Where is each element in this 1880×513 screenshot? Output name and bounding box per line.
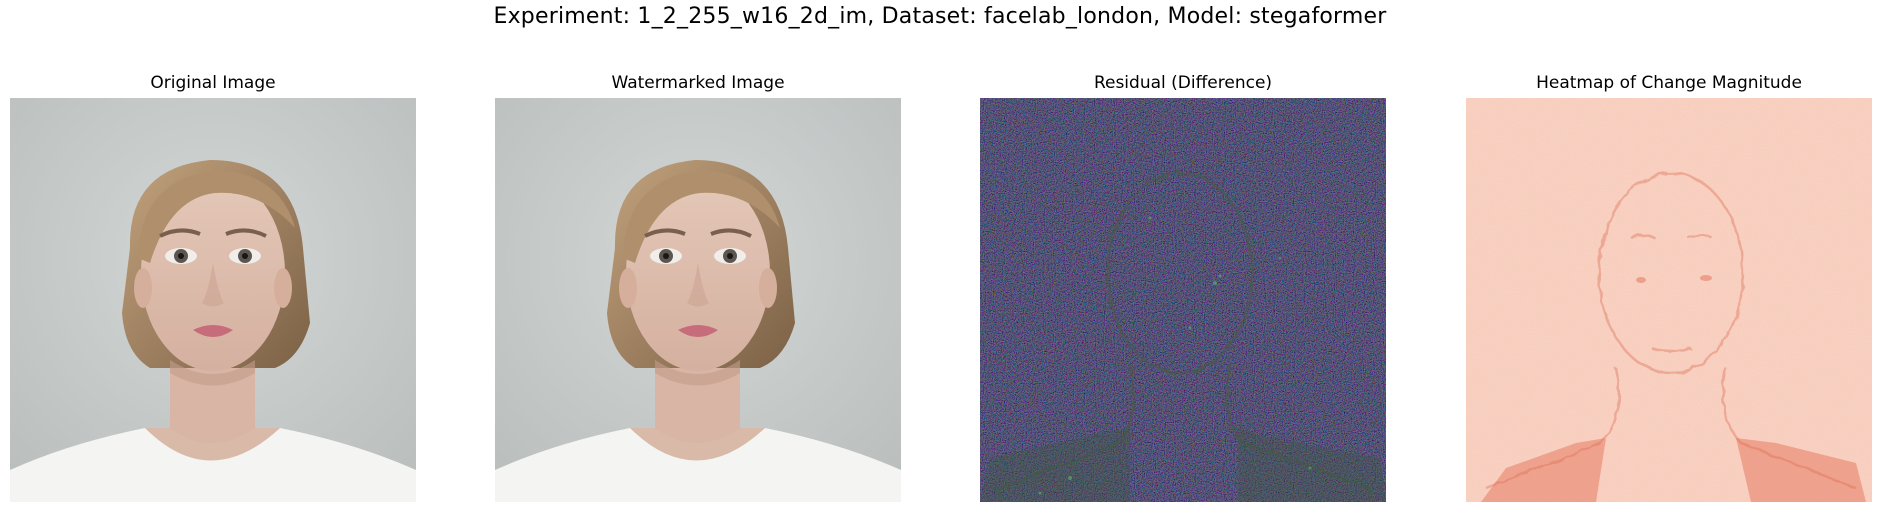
panel-residual: Residual (Difference): [980, 72, 1386, 502]
original-image: [10, 98, 416, 502]
heatmap-image: [1466, 98, 1872, 502]
panel-watermarked-image: Watermarked Image: [495, 72, 901, 502]
panel-original-image: Original Image: [10, 72, 416, 502]
watermarked-portrait-photo: [495, 98, 901, 502]
panel-title-watermarked: Watermarked Image: [611, 73, 785, 93]
figure-suptitle: Experiment: 1_2_255_w16_2d_im, Dataset: …: [493, 4, 1387, 29]
original-portrait-photo: [10, 98, 416, 502]
panel-title-heatmap: Heatmap of Change Magnitude: [1536, 73, 1802, 93]
watermarked-image: [495, 98, 901, 502]
heatmap-change-magnitude: [1466, 98, 1872, 502]
residual-image: [980, 98, 1386, 502]
panel-title-residual: Residual (Difference): [1093, 73, 1273, 93]
panel-title-original: Original Image: [150, 73, 276, 93]
residual-noise-image: [980, 98, 1386, 502]
panel-heatmap: Heatmap of Change Magnitude: [1466, 72, 1872, 502]
